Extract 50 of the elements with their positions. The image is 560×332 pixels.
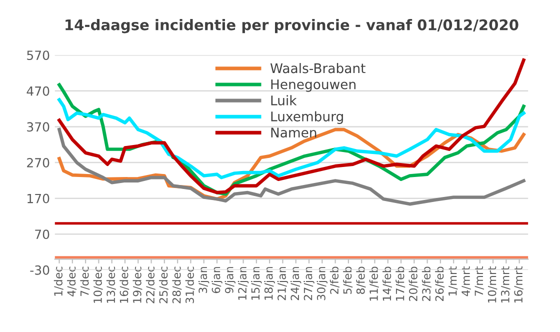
x-tick-label: 3/jan (198, 267, 210, 294)
x-tick-label: 6/jan (212, 267, 222, 294)
x-tick-label: 7/mrt (474, 266, 484, 296)
x-tick-label: 9/jan (224, 267, 236, 294)
y-tick-label: -30 (30, 265, 50, 275)
x-tick-label: 23/feb (422, 266, 432, 301)
x-tick-label: 8/feb (356, 266, 366, 294)
y-tick-label: 370 (27, 122, 50, 132)
x-tick-label: 7/dec (80, 266, 90, 296)
x-tick-label: 10/mrt (488, 266, 498, 303)
chart-title: 14-daagse incidentie per provincie - vanaf 01/012/2020 (66, 19, 518, 34)
x-tick-label: 5/feb (343, 266, 353, 294)
x-tick-label: 12/jan (238, 267, 249, 300)
x-tick-label: 31/dec (185, 266, 195, 304)
x-tick-label: 25/dec (159, 266, 169, 304)
x-tick-label: 30/jan (316, 267, 328, 300)
x-tick-label: 13/dec (106, 266, 116, 303)
x-tick-label: 28/dec (172, 266, 182, 304)
y-tick-label: 570 (27, 50, 50, 60)
x-tick-label: 20/feb (408, 266, 418, 301)
y-tick-label: 170 (28, 194, 50, 204)
x-tick-label: 4/dec (67, 266, 77, 296)
x-tick-label: 2/feb (330, 266, 340, 294)
legend-label: Waals-Brabant (270, 63, 366, 74)
x-tick-label: 16/mrt (514, 266, 524, 303)
line-series (58, 58, 526, 194)
y-tick-label: 470 (26, 86, 50, 96)
x-tick-label: 16/dec (120, 266, 130, 303)
x-tick-label: 22/dec (146, 266, 156, 304)
x-tick-label: 1/dec (54, 266, 64, 296)
x-tick-label: 13/mrt (500, 266, 510, 303)
x-tick-label: 17/feb (396, 266, 406, 301)
x-tick-label: 26/feb (435, 266, 445, 301)
y-tick-label: 270 (27, 158, 50, 168)
x-tick-label: 21/jan (277, 267, 288, 300)
y-tick-label: 70 (35, 230, 50, 240)
x-tick-label: 11/feb (369, 266, 379, 301)
x-tick-label: 27/jan (304, 267, 314, 300)
x-tick-label: 18/jan (264, 267, 275, 300)
legend-label: Henegouwen (271, 80, 356, 92)
legend-label: Namen (271, 128, 316, 138)
legend-label: Luik (271, 95, 297, 106)
x-tick-label: 10/dec (93, 266, 103, 303)
x-tick-label: 14/feb (382, 266, 392, 301)
x-tick-label: 19/dec (132, 266, 142, 303)
x-tick-label: 4/mrt (462, 266, 471, 296)
x-tick-label: 15/jan (251, 267, 262, 300)
x-tick-label: 24/jan (290, 267, 302, 300)
legend-label: Luxemburg (271, 111, 343, 124)
x-tick-label: 1/mrt (448, 266, 458, 296)
